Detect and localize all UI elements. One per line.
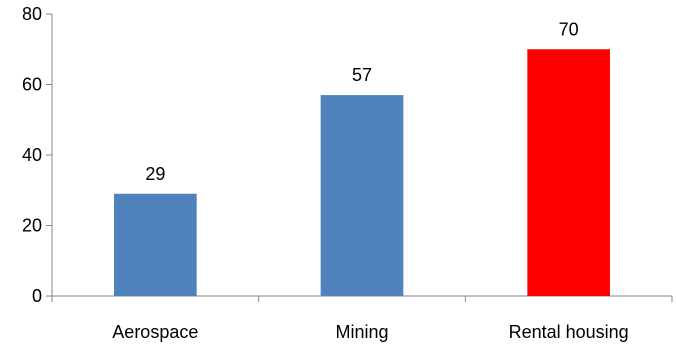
data-label: 29 xyxy=(145,164,165,184)
y-tick-label: 80 xyxy=(22,4,42,24)
y-tick-label: 20 xyxy=(22,216,42,236)
y-axis: 0 20 40 60 80 xyxy=(22,4,53,306)
bar-aerospace xyxy=(114,193,197,296)
x-category-label: Aerospace xyxy=(112,322,198,342)
data-labels: 29 57 70 xyxy=(145,19,578,184)
x-category-label: Mining xyxy=(335,322,388,342)
bars xyxy=(114,49,610,296)
y-tick-label: 0 xyxy=(32,286,42,306)
data-label: 57 xyxy=(352,65,372,85)
y-tick-label: 60 xyxy=(22,75,42,95)
y-tick-label: 40 xyxy=(22,145,42,165)
x-axis: Aerospace Mining Rental housing xyxy=(51,295,673,342)
bar-mining xyxy=(320,95,404,296)
x-category-label: Rental housing xyxy=(509,322,629,342)
bar-rental-housing xyxy=(527,49,610,296)
data-label: 70 xyxy=(559,19,579,39)
